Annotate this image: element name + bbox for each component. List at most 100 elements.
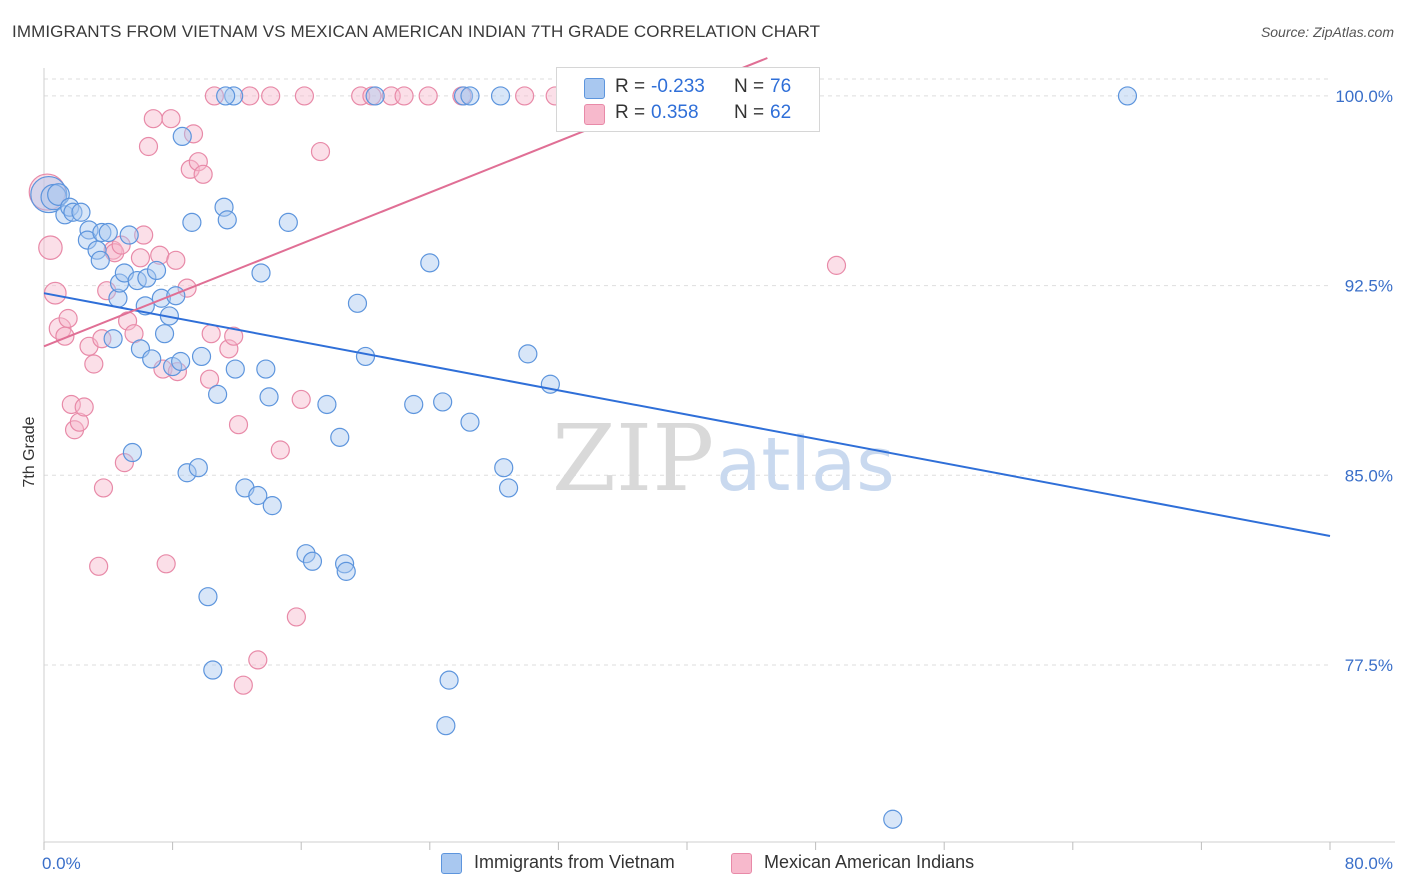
point-mexican-american-indian: [515, 86, 535, 106]
point-vietnam: [404, 394, 424, 415]
y-tick-label: 77.5%: [1345, 656, 1393, 675]
point-vietnam: [251, 263, 271, 283]
point-mexican-american-indian: [111, 235, 131, 255]
point-mexican-american-indian: [114, 453, 134, 473]
chart-title: IMMIGRANTS FROM VIETNAM VS MEXICAN AMERI…: [12, 22, 821, 41]
point-mexican-american-indian: [204, 86, 224, 106]
legend-r-label: R =: [615, 102, 646, 123]
point-vietnam: [335, 554, 355, 574]
point-mexican-american-indian: [219, 339, 239, 359]
point-mexican-american-indian: [248, 650, 268, 670]
point-vietnam: [317, 394, 337, 415]
point-vietnam: [336, 561, 356, 581]
point-vietnam: [188, 458, 208, 478]
point-mexican-american-indian: [418, 86, 438, 106]
point-mexican-american-indian: [156, 554, 176, 574]
point-vietnam: [60, 197, 80, 217]
point-vietnam: [433, 392, 453, 412]
watermark: ZIP atlas: [552, 405, 895, 512]
point-vietnam: [420, 253, 440, 273]
point-mexican-american-indian: [199, 369, 220, 389]
point-vietnam: [216, 86, 236, 106]
point-vietnam: [262, 496, 282, 516]
point-mexican-american-indian: [58, 308, 78, 329]
series-swatch-blue: [441, 853, 462, 874]
point-vietnam: [347, 293, 368, 313]
point-vietnam: [154, 324, 175, 344]
point-vietnam: [296, 544, 316, 564]
point-vietnam: [172, 126, 192, 146]
point-mexican-american-indian: [294, 86, 315, 106]
point-vietnam: [225, 359, 245, 379]
point-vietnam: [142, 349, 162, 369]
point-mexican-american-indian: [228, 415, 249, 435]
point-vietnam: [182, 212, 202, 232]
point-mexican-american-indian: [89, 556, 109, 576]
point-mexican-american-indian: [38, 235, 63, 260]
watermark-zip: ZIP: [552, 405, 714, 512]
legend-n-value: 76: [770, 76, 792, 97]
point-mexican-american-indian: [183, 124, 204, 144]
point-vietnam: [137, 268, 157, 288]
series-label: Immigrants from Vietnam: [474, 852, 675, 872]
point-vietnam: [278, 212, 298, 232]
series-label: Mexican American Indians: [764, 852, 975, 872]
point-mexican-american-indian: [143, 109, 163, 129]
y-tick-label: 92.5%: [1345, 277, 1393, 296]
axes: [43, 68, 1395, 850]
correlation-legend: R = -0.233 N = 76 R = 0.358 N = 62: [556, 67, 820, 132]
watermark-atlas: atlas: [716, 422, 895, 508]
point-vietnam: [103, 329, 123, 349]
legend-r-value: 0.358: [651, 102, 699, 123]
point-vietnam: [498, 478, 519, 498]
point-vietnam: [883, 809, 903, 829]
point-mexican-american-indian: [291, 389, 311, 410]
x-tick-label: 80.0%: [1345, 854, 1393, 873]
point-vietnam: [330, 427, 350, 447]
legend-n-label: N =: [734, 102, 765, 123]
trend-line-vietnam: [43, 292, 1331, 537]
point-vietnam: [453, 86, 474, 106]
point-vietnam: [177, 463, 197, 483]
y-tick-label: 85.0%: [1345, 466, 1393, 485]
point-mexican-american-indian: [93, 478, 114, 498]
point-vietnam: [203, 660, 223, 680]
point-vietnam: [208, 384, 228, 404]
point-vietnam: [439, 670, 459, 690]
point-vietnam: [460, 412, 480, 432]
point-mexican-american-indian: [138, 136, 159, 157]
point-mexican-american-indian: [233, 675, 253, 695]
point-vietnam: [490, 86, 511, 106]
series-legend: Immigrants from Vietnam Mexican American…: [0, 851, 1406, 877]
point-vietnam: [119, 225, 139, 245]
y-tick-label: 100.0%: [1335, 87, 1393, 106]
point-mexican-american-indian: [351, 86, 371, 106]
point-mexican-american-indian: [166, 250, 186, 270]
point-vietnam: [355, 346, 376, 367]
legend-n-label: N =: [734, 76, 765, 97]
point-vietnam: [259, 387, 279, 407]
point-mexican-american-indian: [188, 152, 208, 172]
series-swatch-pink: [731, 853, 752, 874]
point-vietnam: [256, 359, 276, 379]
source-note: Source: ZipAtlas.com: [1260, 24, 1394, 40]
point-mexican-american-indian: [224, 326, 244, 346]
point-vietnam: [214, 197, 234, 217]
point-vietnam: [217, 210, 237, 230]
point-vietnam: [198, 587, 218, 607]
point-mexican-american-indian: [394, 86, 414, 106]
point-vietnam: [365, 86, 385, 106]
point-vietnam: [436, 716, 456, 736]
point-mexican-american-indian: [201, 324, 221, 344]
point-vietnam: [224, 86, 244, 106]
data-points: [28, 86, 1138, 829]
point-mexican-american-indian: [261, 86, 281, 106]
legend-swatch-pink: [584, 104, 605, 125]
point-vietnam: [171, 351, 191, 372]
point-vietnam: [1117, 86, 1138, 106]
legend-r-value: -0.233: [651, 76, 705, 97]
point-mexican-american-indian: [130, 248, 151, 268]
point-mexican-american-indian: [161, 109, 181, 129]
point-vietnam: [98, 222, 118, 243]
